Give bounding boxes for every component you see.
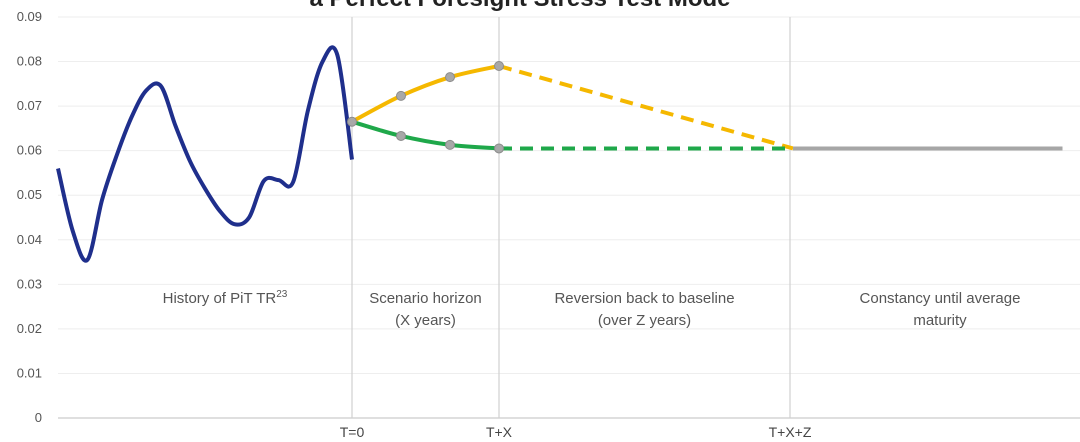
region-label: (over Z years)	[598, 312, 691, 329]
region-label: Scenario horizon	[369, 290, 482, 307]
y-tick-label: 0.04	[17, 232, 42, 247]
region-label: History of PiT TR23	[163, 289, 288, 307]
data-point	[494, 61, 504, 72]
data-point	[347, 116, 357, 127]
y-tick-label: 0.01	[17, 365, 42, 380]
data-point	[396, 90, 406, 101]
data-point	[494, 143, 504, 154]
y-tick-label: 0.08	[17, 54, 42, 69]
y-tick-label: 0.02	[17, 321, 42, 336]
chart-title: a Perfect Foresight Stress Test Mode	[309, 0, 730, 12]
y-tick-label: 0.06	[17, 143, 42, 158]
series-line-adverse-scenario	[351, 64, 500, 124]
y-tick-label: 0.09	[17, 9, 42, 24]
gridlines	[58, 16, 1080, 419]
region-dividers	[351, 17, 791, 418]
region-label: maturity	[913, 312, 967, 329]
region-label: Reversion back to baseline	[554, 290, 734, 307]
region-labels: History of PiT TR23 Scenario horizon (X ye…	[163, 289, 1021, 329]
region-label: Constancy until average	[860, 290, 1021, 307]
data-point	[396, 130, 406, 141]
region-label: (X years)	[395, 312, 456, 329]
y-tick-label: 0	[35, 410, 42, 425]
x-tick-label: T=0	[340, 424, 365, 440]
y-axis-ticks: 0 0.01 0.02 0.03 0.04 0.05 0.06 0.07 0.08 0.09	[17, 9, 42, 425]
y-tick-label: 0.03	[17, 276, 42, 291]
series-line-adverse-reversion	[498, 64, 794, 151]
data-point	[445, 72, 455, 83]
y-tick-label: 0.05	[17, 187, 42, 202]
series-line-baseline-scenario	[351, 119, 500, 151]
y-tick-label: 0.07	[17, 98, 42, 113]
series-line-history	[56, 45, 354, 263]
x-axis-ticks: T=0 T+X T+X+Z	[340, 424, 812, 440]
series-markers	[347, 61, 504, 154]
x-tick-label: T+X	[486, 424, 513, 440]
x-tick-label: T+X+Z	[769, 424, 812, 440]
series-lines	[56, 45, 1063, 263]
data-point	[445, 139, 455, 150]
